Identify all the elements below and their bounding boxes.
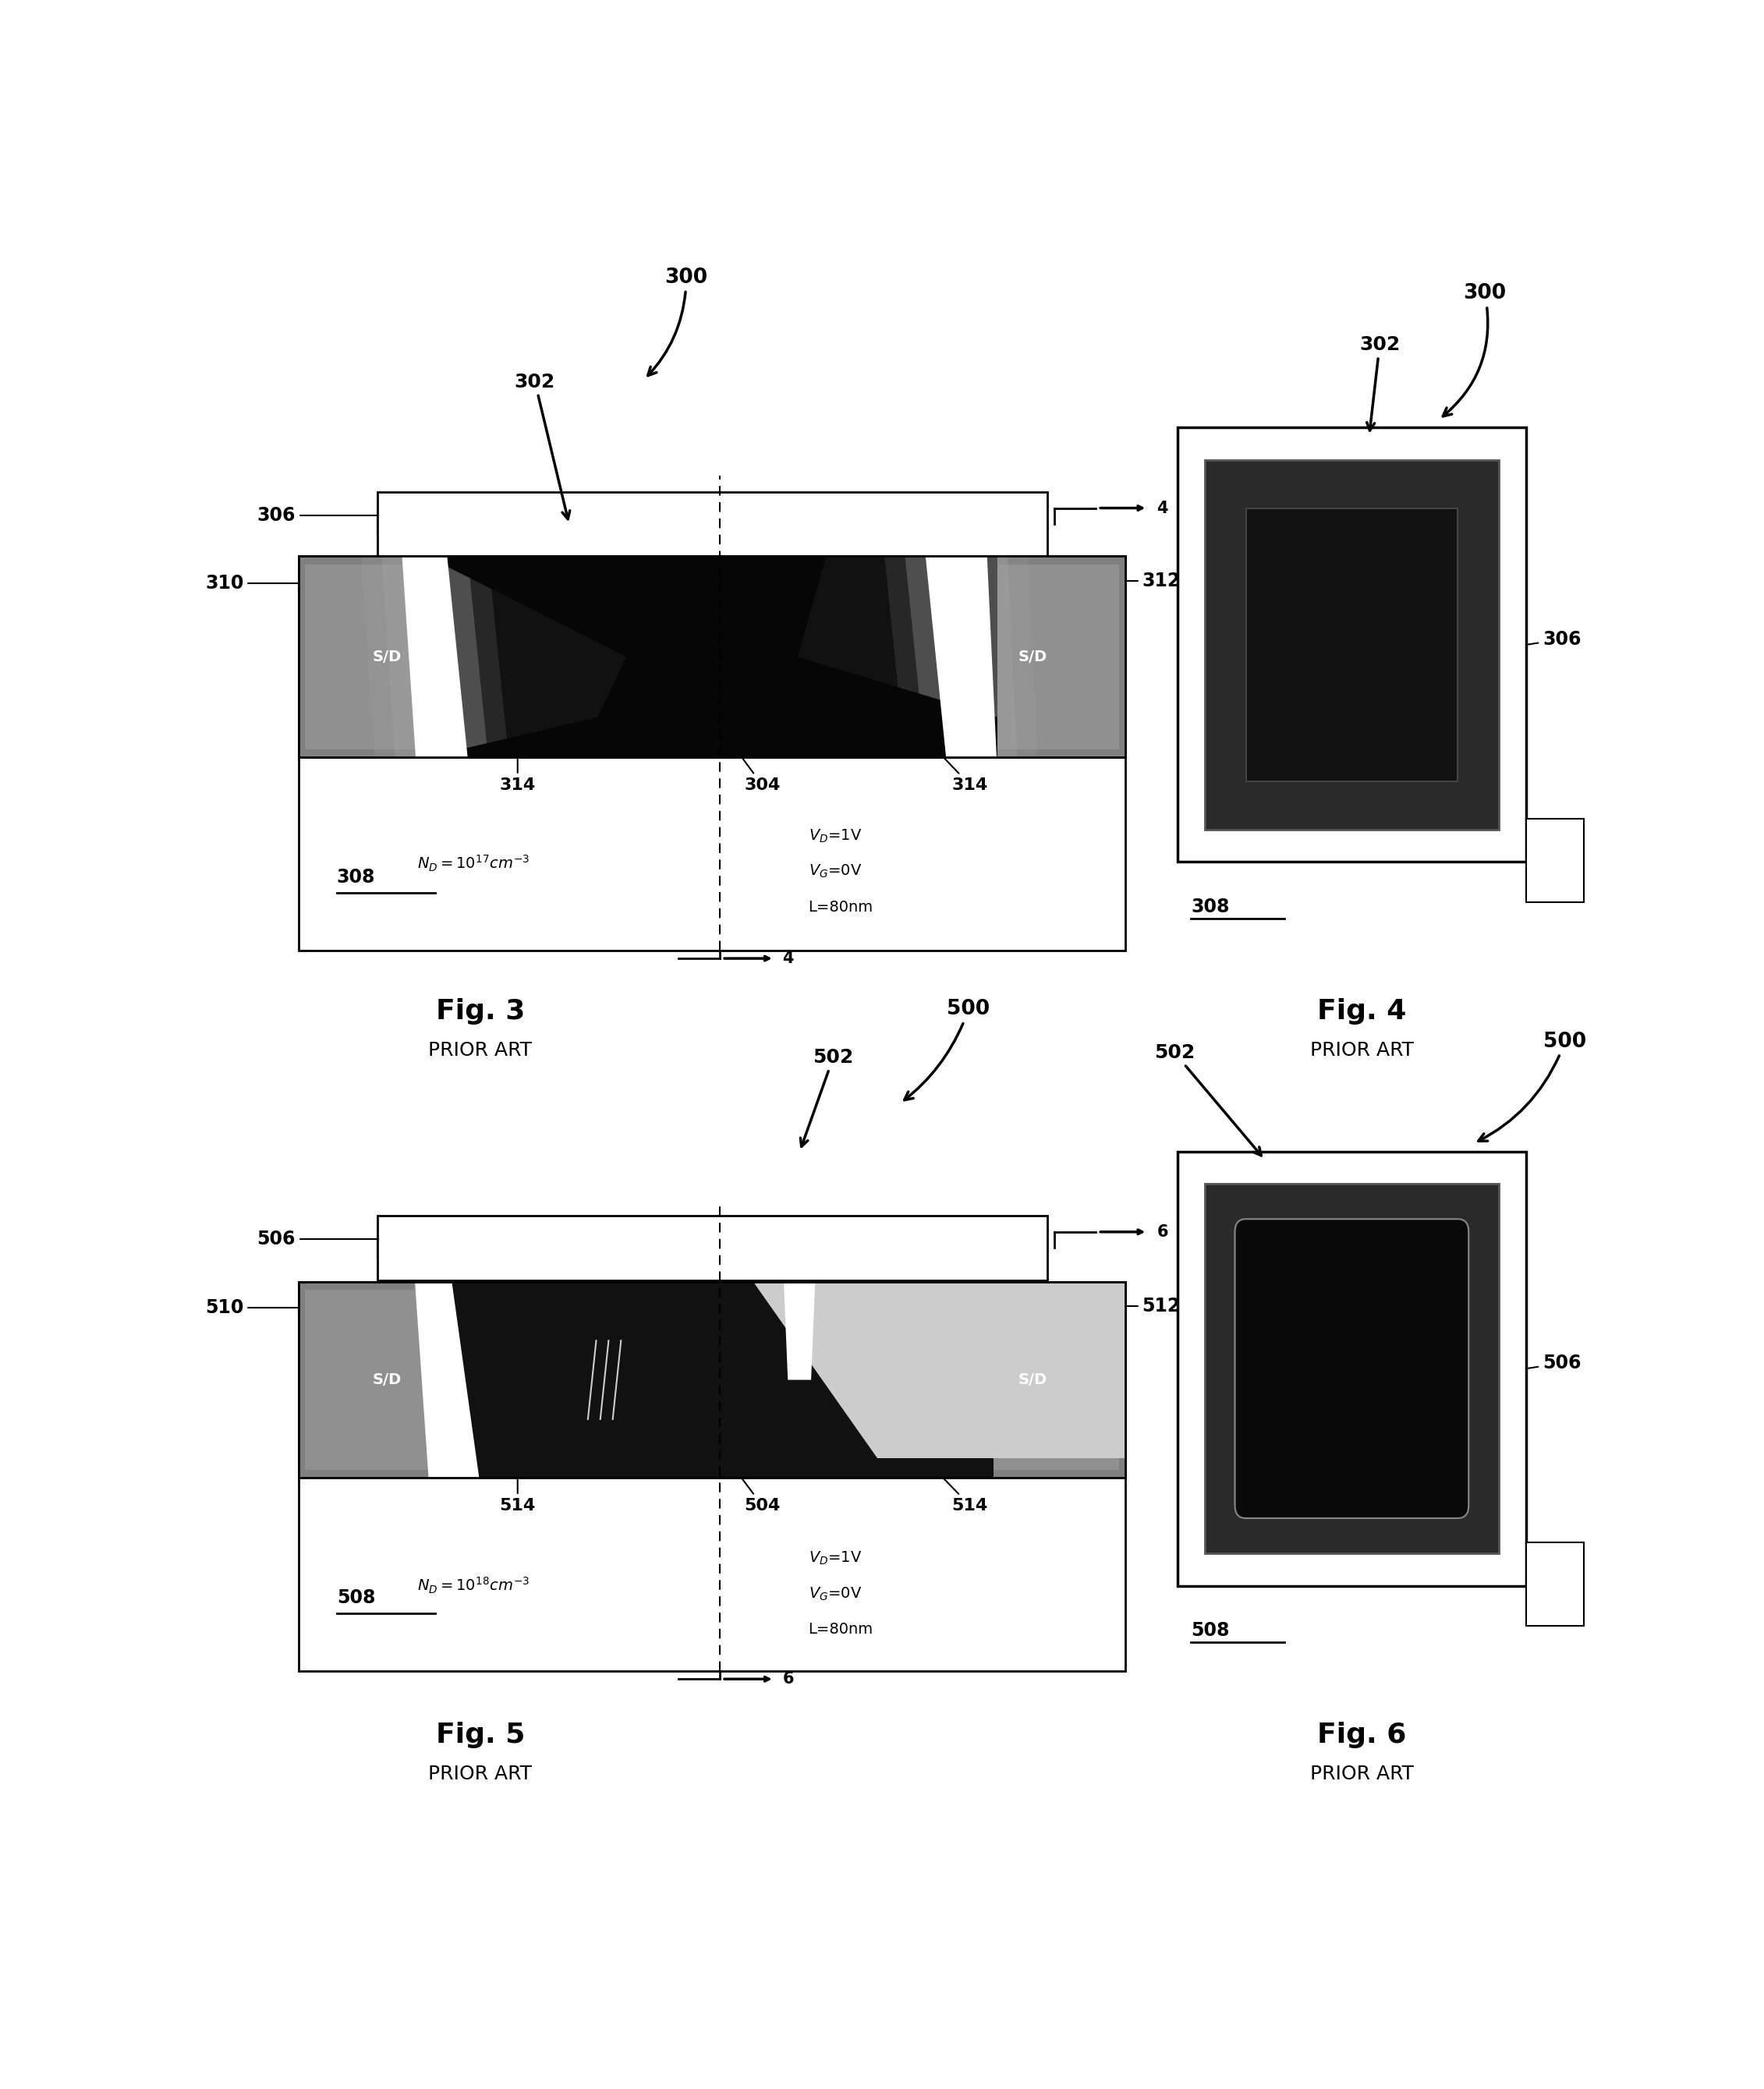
Bar bbox=[1205, 1184, 1499, 1554]
Bar bbox=[298, 556, 427, 758]
Text: 506: 506 bbox=[258, 1230, 377, 1260]
Text: 300: 300 bbox=[1443, 284, 1506, 416]
Text: PRIOR ART: PRIOR ART bbox=[1311, 1040, 1415, 1059]
Bar bbox=[377, 493, 1048, 556]
Text: PRIOR ART: PRIOR ART bbox=[1311, 1765, 1415, 1784]
Text: 504: 504 bbox=[1372, 1523, 1431, 1548]
Text: PRIOR ART: PRIOR ART bbox=[429, 1040, 533, 1059]
Text: 504: 504 bbox=[721, 1452, 780, 1512]
Bar bbox=[1205, 460, 1499, 829]
Text: 314: 314 bbox=[917, 729, 988, 792]
Text: S/D: S/D bbox=[372, 1372, 402, 1387]
Bar bbox=[298, 758, 1125, 950]
Text: 304: 304 bbox=[721, 731, 780, 792]
Bar bbox=[298, 1283, 1125, 1479]
Text: 4: 4 bbox=[783, 950, 794, 967]
Text: 4: 4 bbox=[1157, 499, 1168, 516]
Text: 306: 306 bbox=[1528, 631, 1581, 650]
Text: 510: 510 bbox=[205, 1297, 298, 1318]
Polygon shape bbox=[415, 1283, 480, 1479]
Polygon shape bbox=[783, 1283, 815, 1381]
Text: 508: 508 bbox=[337, 1588, 376, 1606]
Polygon shape bbox=[402, 556, 467, 758]
Text: $V_D$=1V: $V_D$=1V bbox=[808, 827, 861, 844]
Text: 308: 308 bbox=[1191, 898, 1230, 917]
Bar bbox=[993, 1283, 1125, 1479]
Bar bbox=[1178, 1151, 1526, 1586]
Text: $N_D=10^{17}cm^{-3}$: $N_D=10^{17}cm^{-3}$ bbox=[418, 854, 529, 873]
Text: $N_D=10^{18}cm^{-3}$: $N_D=10^{18}cm^{-3}$ bbox=[418, 1575, 529, 1596]
Text: 514: 514 bbox=[499, 1452, 536, 1512]
Polygon shape bbox=[884, 556, 1037, 758]
Bar bbox=[298, 1283, 1125, 1479]
Text: 312: 312 bbox=[1125, 572, 1180, 604]
Text: 502: 502 bbox=[801, 1049, 854, 1147]
Bar bbox=[993, 1289, 1118, 1471]
Text: 306: 306 bbox=[258, 506, 377, 535]
Text: Fig. 5: Fig. 5 bbox=[436, 1721, 526, 1748]
Polygon shape bbox=[381, 556, 489, 758]
Polygon shape bbox=[362, 556, 508, 758]
Text: 500: 500 bbox=[905, 999, 990, 1101]
Text: 500: 500 bbox=[1478, 1032, 1586, 1141]
Bar bbox=[1526, 1542, 1584, 1625]
Bar bbox=[997, 556, 1125, 758]
Bar bbox=[298, 1283, 430, 1479]
Text: L=80nm: L=80nm bbox=[808, 1621, 873, 1636]
Text: Fig. 6: Fig. 6 bbox=[1318, 1721, 1406, 1748]
Text: 514: 514 bbox=[917, 1452, 988, 1512]
Text: $V_G$=0V: $V_G$=0V bbox=[808, 1586, 861, 1602]
Text: 300: 300 bbox=[647, 267, 707, 376]
Text: 502: 502 bbox=[1154, 1042, 1261, 1155]
Bar bbox=[1178, 428, 1526, 863]
Text: 304: 304 bbox=[1372, 798, 1431, 825]
Text: 308: 308 bbox=[337, 867, 376, 886]
Bar bbox=[997, 564, 1118, 750]
Text: S/D: S/D bbox=[1018, 1372, 1048, 1387]
Text: 302: 302 bbox=[1360, 336, 1401, 430]
Bar bbox=[298, 1479, 1125, 1671]
Text: 310: 310 bbox=[205, 574, 298, 595]
Polygon shape bbox=[427, 556, 997, 758]
Bar bbox=[298, 556, 1125, 758]
Polygon shape bbox=[753, 1283, 1125, 1458]
Bar bbox=[427, 556, 997, 758]
Text: Fig. 3: Fig. 3 bbox=[436, 999, 526, 1026]
Text: $V_G$=0V: $V_G$=0V bbox=[808, 863, 861, 879]
Text: 6: 6 bbox=[1157, 1224, 1168, 1239]
Text: 6: 6 bbox=[783, 1671, 794, 1686]
Text: S/D: S/D bbox=[1018, 650, 1048, 664]
Text: 314: 314 bbox=[499, 731, 536, 792]
Bar bbox=[305, 564, 427, 750]
Text: $V_D$=1V: $V_D$=1V bbox=[808, 1550, 861, 1567]
Polygon shape bbox=[926, 556, 997, 758]
Bar bbox=[430, 1283, 993, 1479]
Text: 506: 506 bbox=[1528, 1354, 1581, 1372]
FancyBboxPatch shape bbox=[1235, 1220, 1469, 1519]
Bar bbox=[1526, 819, 1584, 902]
Text: 508: 508 bbox=[1191, 1621, 1230, 1640]
Text: 512: 512 bbox=[1125, 1297, 1180, 1329]
Text: Fig. 4: Fig. 4 bbox=[1318, 999, 1406, 1026]
Bar bbox=[298, 556, 1125, 758]
Text: S/D: S/D bbox=[372, 650, 402, 664]
Text: PRIOR ART: PRIOR ART bbox=[429, 1765, 533, 1784]
Text: L=80nm: L=80nm bbox=[808, 900, 873, 915]
Text: 302: 302 bbox=[515, 372, 570, 518]
Bar bbox=[377, 1216, 1048, 1281]
Bar bbox=[305, 1289, 430, 1471]
Bar bbox=[1245, 508, 1457, 781]
Polygon shape bbox=[905, 556, 1018, 758]
